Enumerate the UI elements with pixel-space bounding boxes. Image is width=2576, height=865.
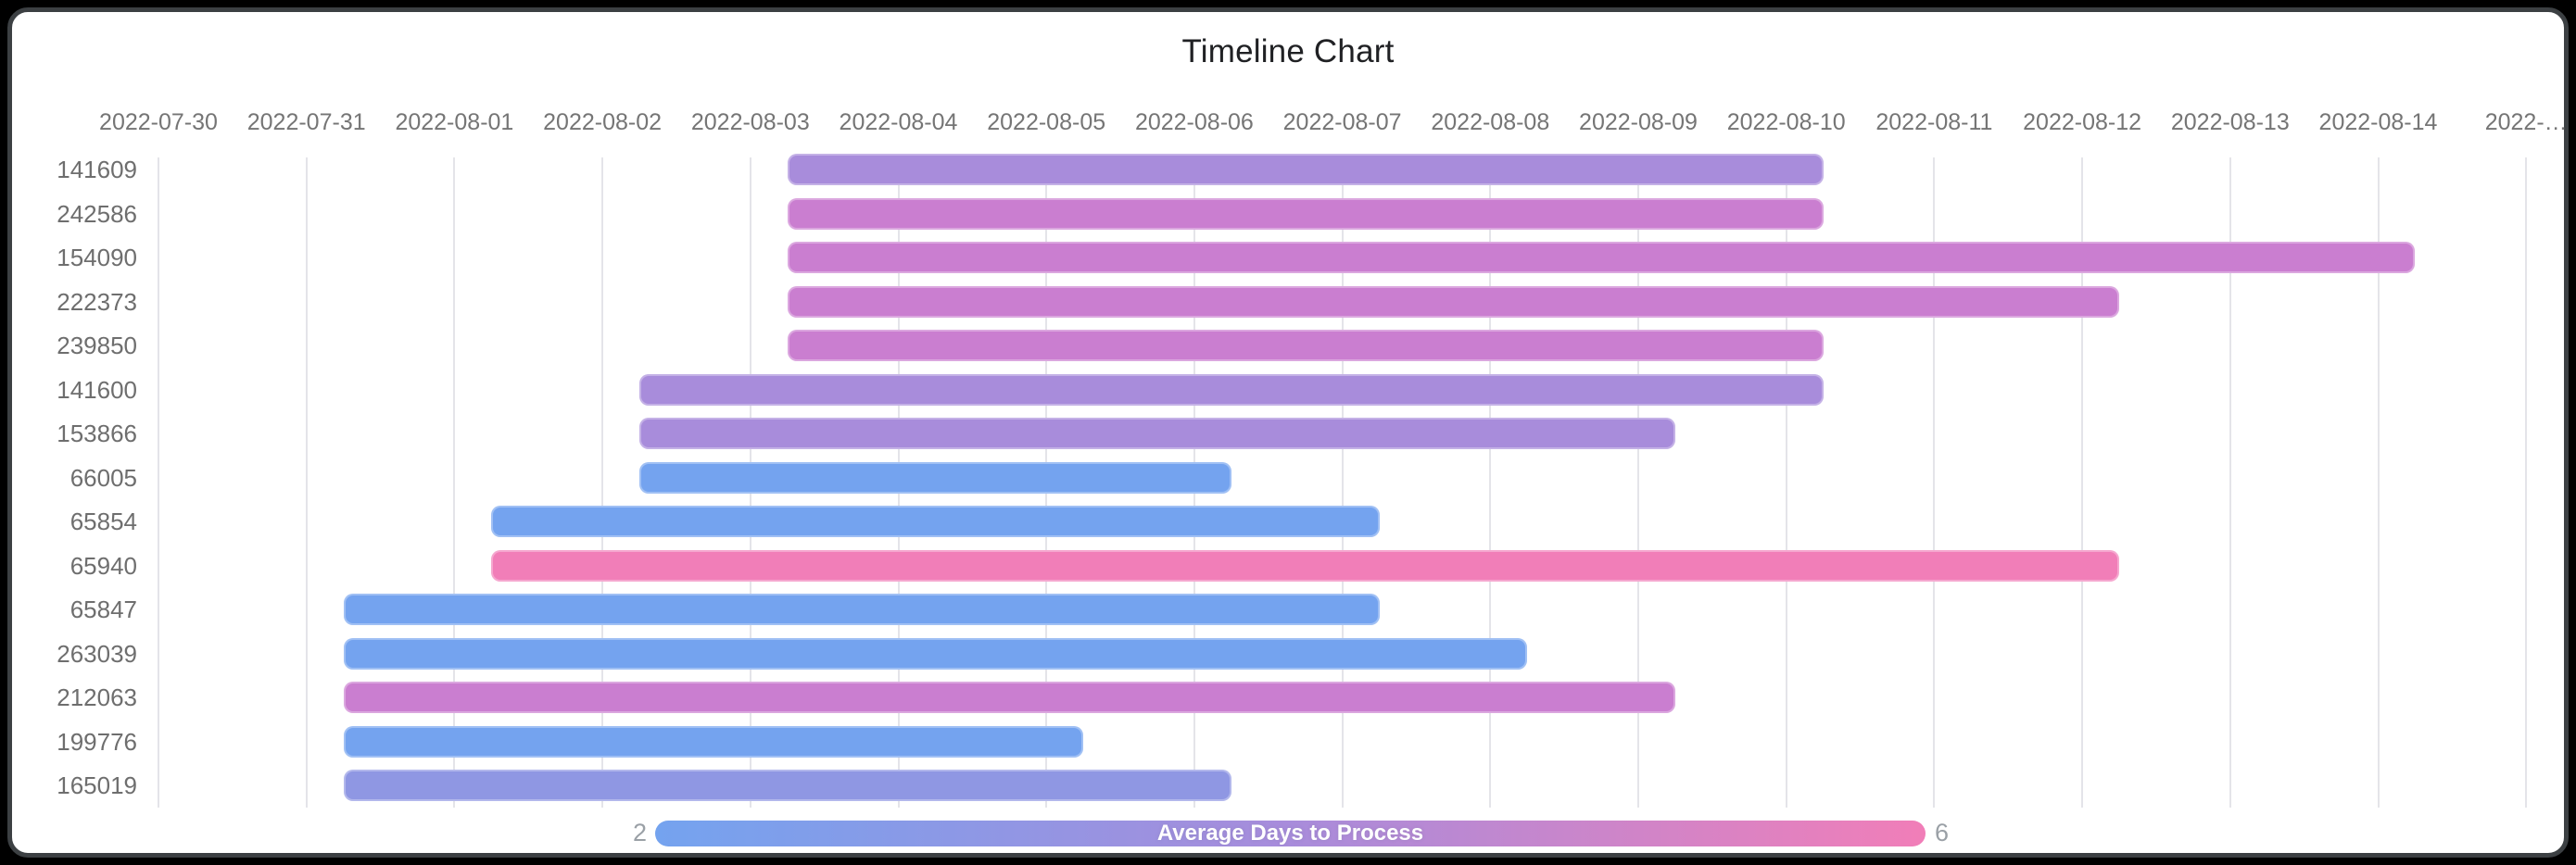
timeline-bar-154090[interactable] xyxy=(787,242,2416,273)
timeline-bar-153866[interactable] xyxy=(639,418,1675,449)
y-tick-label: 242586 xyxy=(57,199,137,228)
timeline-bar-65940[interactable] xyxy=(491,549,2119,582)
y-tick-label: 141609 xyxy=(57,156,137,183)
x-tick-label: 2022-08-07 xyxy=(1282,109,1402,135)
y-tick-label: 65847 xyxy=(69,595,137,623)
color-legend: 2 Average Days to Process 6 xyxy=(0,815,2576,852)
timeline-bar-199776[interactable] xyxy=(343,725,1084,758)
timeline-bar-141609[interactable] xyxy=(787,154,1824,185)
x-tick-label: 2022-08-09 xyxy=(1579,109,1698,135)
timeline-bar-222373[interactable] xyxy=(787,285,2120,318)
gridline xyxy=(2229,157,2231,808)
y-tick-label: 263039 xyxy=(57,639,137,668)
x-tick-label: 2022-08-06 xyxy=(1134,109,1254,135)
y-tick-label: 239850 xyxy=(57,332,137,359)
timeline-bar-66005[interactable] xyxy=(639,461,1231,494)
gridline xyxy=(453,157,456,808)
gridline xyxy=(1637,157,1639,808)
timeline-bar-239850[interactable] xyxy=(787,330,1824,361)
x-tick-label: 2022-08-02 xyxy=(543,109,663,135)
legend-title: Average Days to Process xyxy=(1156,821,1424,846)
y-tick-label: 199776 xyxy=(57,727,137,756)
gridline xyxy=(1785,157,1787,808)
x-tick-label: 2022-… xyxy=(2484,109,2568,135)
timeline-bar-242586[interactable] xyxy=(787,197,1824,230)
x-tick-label: 2022-08-03 xyxy=(690,109,810,135)
gridline xyxy=(1341,157,1344,808)
x-tick-label: 2022-07-31 xyxy=(246,109,366,135)
y-tick-label: 212063 xyxy=(57,683,137,711)
y-tick-label: 65940 xyxy=(69,551,137,580)
gridline xyxy=(305,157,308,808)
x-tick-label: 2022-08-05 xyxy=(987,109,1106,135)
x-tick-label: 2022-08-01 xyxy=(395,109,514,135)
gridline xyxy=(601,157,604,808)
legend-min-value: 2 xyxy=(632,819,647,846)
timeline-bar-65854[interactable] xyxy=(491,506,1380,537)
y-tick-label: 141600 xyxy=(57,375,137,404)
x-tick-label: 2022-08-11 xyxy=(1875,109,1993,135)
x-tick-label: 2022-08-04 xyxy=(839,109,958,135)
x-tick-label: 2022-08-08 xyxy=(1431,109,1550,135)
x-tick-label: 2022-08-10 xyxy=(1726,109,1846,135)
chart-title: Timeline Chart xyxy=(1181,33,1395,69)
gridline xyxy=(2525,157,2528,808)
y-tick-label: 154090 xyxy=(57,244,137,271)
gridline xyxy=(2081,157,2084,808)
y-tick-label: 66005 xyxy=(69,463,137,492)
legend-max-value: 6 xyxy=(1935,819,1950,846)
x-tick-label: 2022-07-30 xyxy=(99,109,218,135)
gridline xyxy=(2377,157,2380,808)
y-tick-label: 153866 xyxy=(57,420,137,447)
y-tick-label: 165019 xyxy=(57,771,137,799)
x-tick-label: 2022-08-14 xyxy=(2318,109,2438,135)
timeline-bar-212063[interactable] xyxy=(343,682,1675,713)
timeline-bar-65847[interactable] xyxy=(343,594,1380,625)
gridline xyxy=(1933,157,1936,808)
gridline xyxy=(1489,157,1492,808)
gridline xyxy=(158,157,159,808)
timeline-bar-165019[interactable] xyxy=(343,770,1231,801)
y-tick-label: 222373 xyxy=(57,287,137,316)
timeline-bar-263039[interactable] xyxy=(343,637,1528,670)
x-tick-label: 2022-08-12 xyxy=(2023,109,2142,135)
legend-gradient-bar: Average Days to Process xyxy=(655,821,1926,846)
x-tick-label: 2022-08-13 xyxy=(2170,109,2290,135)
y-tick-label: 65854 xyxy=(69,508,137,535)
timeline-bar-141600[interactable] xyxy=(639,373,1824,406)
